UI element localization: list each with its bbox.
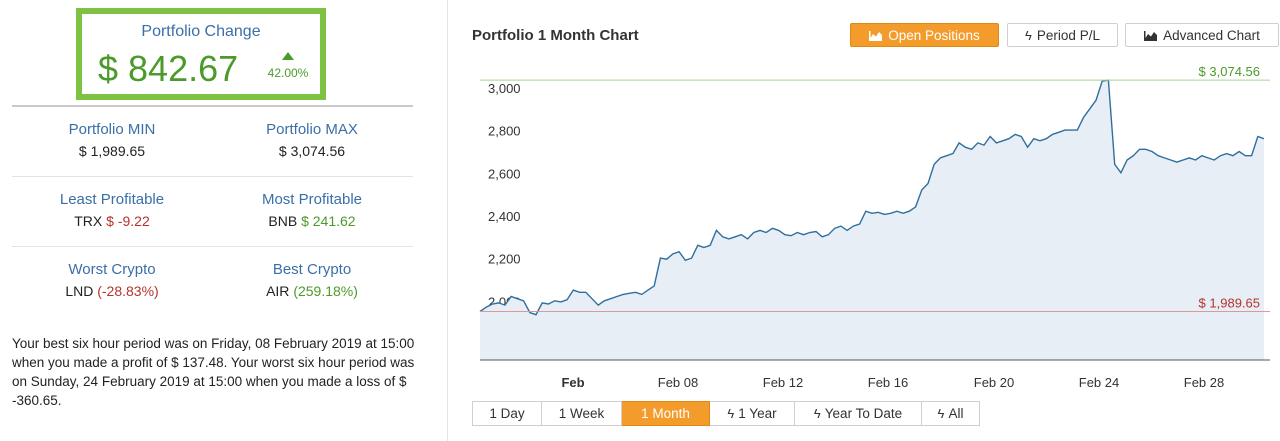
button-label: Open Positions (888, 27, 980, 43)
bolt-icon: ϟ (1025, 27, 1032, 43)
loss-value: $ -9.22 (106, 213, 150, 229)
x-tick-label: Feb 24 (1079, 375, 1119, 390)
bolt-icon: ϟ (937, 406, 945, 421)
time-range-selector: 1 Day 1 Week 1 Month ϟ 1 Year ϟ Year To … (472, 401, 980, 426)
range-1-month-button[interactable]: 1 Month (622, 401, 710, 426)
coin-symbol: LND (65, 283, 94, 299)
coin-symbol: AIR (266, 283, 290, 299)
range-label: 1 Year (738, 406, 777, 421)
stat-portfolio-min: Portfolio MIN $ 1,989.65 (12, 107, 212, 159)
stat-row-min-max: Portfolio MIN $ 1,989.65 Portfolio MAX $… (12, 107, 413, 177)
x-tick-label: Feb 20 (974, 375, 1014, 390)
range-label: 1 Month (641, 406, 690, 421)
stat-value: $ 1,989.65 (78, 143, 146, 159)
stat-row-crypto: Worst Crypto LND (-28.83%) Best Crypto A… (12, 247, 413, 317)
x-tick-label: Feb 08 (658, 375, 698, 390)
x-tick-label: Feb 12 (763, 375, 803, 390)
triangle-up-icon (282, 52, 294, 60)
range-year-to-date-button[interactable]: ϟ Year To Date (795, 401, 922, 426)
stat-most-profitable: Most Profitable BNB $ 241.62 (212, 177, 412, 229)
y-tick-label: 2,400 (488, 209, 521, 224)
period-pl-button[interactable]: ϟ Period P/L (1007, 23, 1118, 47)
stat-value: LND (-28.83%) (12, 283, 212, 299)
range-label: All (948, 406, 964, 421)
y-tick-label: 3,000 (488, 81, 521, 96)
coin-symbol: TRX (74, 213, 103, 229)
area-chart-icon (869, 30, 883, 41)
bolt-icon: ϟ (813, 406, 821, 421)
stat-row-profitable: Least Profitable TRX $ -9.22 Most Profit… (12, 177, 413, 247)
y-tick-label: 2,800 (488, 124, 521, 139)
divider (12, 105, 413, 107)
portfolio-change-percent-group: 42.00% (260, 52, 316, 80)
profit-value: $ 241.62 (301, 213, 356, 229)
portfolio-change-percent: 42.00% (267, 66, 309, 80)
portfolio-summary-panel: Portfolio Change $ 842.67 42.00% Portfol… (0, 0, 430, 441)
stat-portfolio-max: Portfolio MAX $ 3,074.56 (212, 107, 412, 159)
stat-best-crypto: Best Crypto AIR (259.18%) (212, 247, 412, 299)
y-tick-label: 2,200 (488, 252, 521, 267)
range-1-week-button[interactable]: 1 Week (542, 401, 622, 426)
min-reference-label: $ 1,989.65 (1199, 296, 1260, 311)
stat-label: Portfolio MIN (68, 121, 156, 138)
y-tick-label: 2,600 (488, 166, 521, 181)
stat-worst-crypto: Worst Crypto LND (-28.83%) (12, 247, 212, 299)
series-area (480, 80, 1264, 360)
loss-percent: (-28.83%) (97, 283, 159, 299)
bolt-icon: ϟ (727, 406, 735, 421)
chart-title: Portfolio 1 Month Chart (472, 27, 639, 44)
range-label: 1 Day (489, 406, 525, 421)
series-line (479, 79, 1265, 316)
coin-symbol: BNB (268, 213, 298, 229)
stat-value: TRX $ -9.22 (12, 213, 212, 229)
range-all-button[interactable]: ϟ All (922, 401, 980, 426)
stat-value: $ 3,074.56 (278, 143, 346, 159)
advanced-chart-button[interactable]: Advanced Chart (1125, 23, 1279, 47)
stat-least-profitable: Least Profitable TRX $ -9.22 (12, 177, 212, 229)
stat-label: Best Crypto (272, 261, 352, 278)
stat-value: BNB $ 241.62 (212, 213, 412, 229)
portfolio-change-box: Portfolio Change $ 842.67 42.00% (76, 8, 326, 100)
stat-label: Most Profitable (261, 191, 363, 208)
max-reference-label: $ 3,074.56 (1199, 64, 1260, 79)
profit-percent: (259.18%) (293, 283, 358, 299)
stat-label: Worst Crypto (68, 261, 156, 278)
range-label: Year To Date (824, 406, 903, 421)
button-label: Period P/L (1036, 27, 1100, 43)
x-tick-label: Feb 16 (868, 375, 908, 390)
best-worst-period-summary: Your best six hour period was on Friday,… (12, 336, 415, 408)
stat-label: Least Profitable (59, 191, 165, 208)
range-1-day-button[interactable]: 1 Day (472, 401, 542, 426)
area-chart-icon (1144, 30, 1158, 41)
range-1-year-button[interactable]: ϟ 1 Year (710, 401, 795, 426)
range-label: 1 Week (558, 406, 605, 421)
open-positions-button[interactable]: Open Positions (850, 23, 999, 47)
x-tick-label: Feb 28 (1184, 375, 1224, 390)
x-tick-label: Feb (561, 375, 584, 390)
button-label: Advanced Chart (1163, 27, 1260, 43)
stat-label: Portfolio MAX (266, 121, 358, 138)
portfolio-change-amount: $ 842.67 (98, 48, 239, 89)
panel-divider (447, 0, 448, 441)
portfolio-change-title: Portfolio Change (141, 23, 261, 40)
stat-value: AIR (259.18%) (212, 283, 412, 299)
